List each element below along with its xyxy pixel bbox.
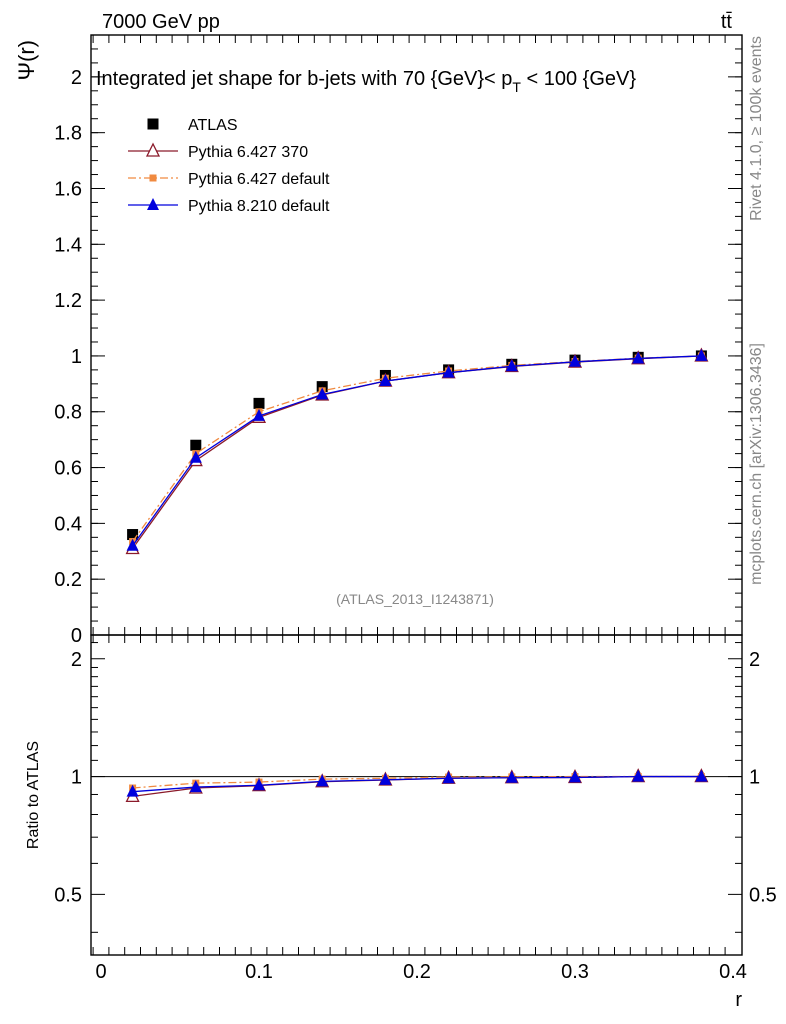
legend: ATLAS Pythia 6.427 370 Pythia 6.427 defaul… <box>128 117 330 215</box>
point-pythia-8-210-default <box>253 408 265 421</box>
ratio-point-pythia-8-210-default <box>632 769 645 782</box>
ratio-point-pythia-8-210-default <box>442 771 455 784</box>
ratio-line-pythia-6-427-default <box>132 775 702 789</box>
source-label: mcplots.cern.ch [arXiv:1306.3436] <box>748 343 765 585</box>
ratio-point-pythia-8-210-default <box>316 774 329 787</box>
legend-marker-atlas <box>147 118 159 130</box>
y-tick-label: 0.2 <box>54 569 82 591</box>
series-line-pythia-8-210-default <box>132 355 702 547</box>
y-tick-label: 1.6 <box>54 178 82 200</box>
y-tick-label: 0 <box>71 625 82 647</box>
plot-title-main: Integrated jet shape for b-jets with 70 … <box>96 68 512 90</box>
point-pythia-8-210-default <box>505 359 518 372</box>
point-pythia-8-210-default <box>189 450 202 463</box>
analysis-label: (ATLAS_2013_I1243871) <box>336 591 494 607</box>
legend-label-pythia-6-427-370: Pythia 6.427 370 <box>188 144 308 161</box>
ratio-tick-label-right: 0.5 <box>749 884 777 906</box>
y-tick-label: 1.8 <box>54 123 82 145</box>
ratio-tick-label-right: 2 <box>749 649 760 671</box>
ratio-point-pythia-8-210-default <box>126 784 139 797</box>
ratio-point-pythia-8-210-default <box>189 780 202 793</box>
legend-marker-pythia-6-427-370 <box>145 142 161 157</box>
rivet-label: Rivet 4.1.0, ≥ 100k events <box>748 36 765 221</box>
y-tick-label: 2 <box>71 67 82 89</box>
plot-title-tail: < 100 {GeV} <box>521 68 636 90</box>
main-axes: 0 0.2 0.4 0.6 0.8 1 1.2 1.4 1.6 1.8 2 <box>54 34 742 647</box>
y-axis-label: Ψ(r) <box>14 40 39 80</box>
point-pythia-8-210-default <box>442 365 455 378</box>
series-line-pythia-6-427-default <box>132 355 702 542</box>
ratio-point-pythia-8-210-default <box>379 772 392 785</box>
x-tick-label: 0.4 <box>719 961 747 983</box>
x-tick-label: 0.3 <box>561 961 589 983</box>
ratio-tick-label: 0.5 <box>54 884 82 906</box>
point-pythia-8-210-default <box>126 538 139 551</box>
y-tick-label: 1 <box>71 346 82 368</box>
ratio-axes: 0.5 0.5 1 1 2 2 0 0.1 0.2 0.3 0.4 <box>54 635 777 983</box>
legend-label-pythia-8-210-default: Pythia 8.210 default <box>188 198 330 215</box>
point-atlas <box>127 529 139 541</box>
ratio-line-pythia-8-210-default <box>132 775 702 793</box>
plot-title-sub: T <box>512 79 521 95</box>
y-tick-label: 1.4 <box>54 234 82 256</box>
ratio-plot-frame <box>90 634 743 956</box>
point-pythia-8-210-default <box>569 354 581 367</box>
point-pythia-8-210-default <box>632 351 645 364</box>
x-axis-label: r <box>735 989 742 1011</box>
ratio-point-pythia-8-210-default <box>695 769 708 782</box>
ratio-tick-label: 2 <box>71 649 82 671</box>
ratio-tick-label-right: 1 <box>749 767 760 789</box>
ratio-axis-label: Ratio to ATLAS <box>25 741 42 849</box>
point-pythia-8-210-default <box>316 387 329 400</box>
y-tick-label: 1.2 <box>54 290 82 312</box>
x-tick-label: 0.1 <box>245 961 273 983</box>
ratio-tick-label: 1 <box>71 767 82 789</box>
x-tick-label: 0 <box>95 961 106 983</box>
x-tick-label: 0.2 <box>403 961 431 983</box>
plot-title: Integrated jet shape for b-jets with 70 … <box>96 68 636 95</box>
ratio-point-pythia-8-210-default <box>569 770 581 783</box>
y-tick-label: 0.4 <box>54 513 82 535</box>
legend-marker-pythia-8-210-default <box>147 198 159 210</box>
main-series <box>125 347 709 555</box>
energy-label: 7000 GeV pp <box>102 11 220 33</box>
ratio-series <box>125 768 709 803</box>
process-label: tt̄ <box>721 11 733 33</box>
ratio-point-pythia-8-210-default <box>253 778 265 791</box>
point-pythia-8-210-default <box>695 348 708 361</box>
y-tick-label: 0.8 <box>54 402 82 424</box>
legend-label-pythia-6-427-default: Pythia 6.427 default <box>188 171 330 188</box>
point-atlas <box>253 397 265 409</box>
legend-label-atlas: ATLAS <box>188 117 238 134</box>
ratio-point-pythia-8-210-default <box>505 770 518 783</box>
legend-marker-pythia-6-427-default <box>149 174 157 182</box>
point-pythia-8-210-default <box>379 374 392 387</box>
point-atlas <box>190 439 202 451</box>
y-tick-label: 0.6 <box>54 458 82 480</box>
